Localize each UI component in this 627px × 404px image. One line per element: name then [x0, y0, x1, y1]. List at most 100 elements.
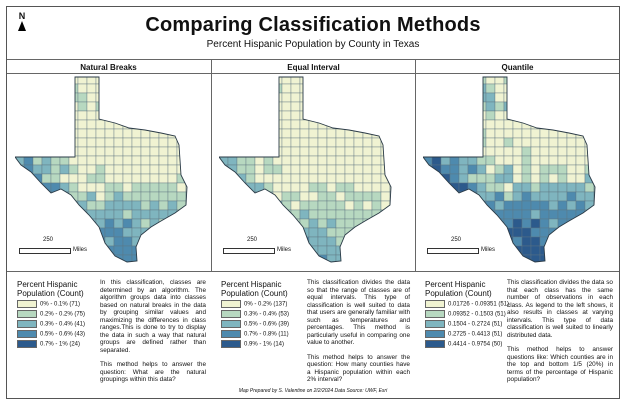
county-shape [317, 146, 328, 157]
county-shape [68, 110, 79, 121]
legend-swatch [221, 340, 241, 348]
county-shape [290, 155, 301, 166]
scale-value: 250 [43, 237, 54, 243]
county-shape [131, 155, 142, 166]
county-shape [494, 137, 505, 148]
county-shape [548, 173, 559, 184]
county-shape [245, 164, 256, 175]
county-shape [113, 245, 124, 256]
county-shape [530, 164, 541, 175]
county-shape [272, 137, 283, 148]
county-shape [158, 164, 169, 175]
county-shape [113, 236, 124, 247]
county-shape [521, 146, 532, 157]
county-shape [335, 227, 346, 238]
county-shape [335, 128, 346, 139]
county-shape [254, 164, 265, 175]
county-shape [335, 191, 346, 202]
panel-title-equal-interval: Equal Interval [287, 63, 340, 72]
legend-item: 0.4414 - 0.9754 (50) [425, 340, 502, 349]
description-quantile: This classification divides the data so … [507, 279, 613, 391]
county-shape [41, 182, 52, 193]
county-shape [371, 155, 382, 166]
county-shape [140, 191, 151, 202]
county-shape [236, 182, 247, 193]
county-shape [362, 173, 373, 184]
county-shape [503, 200, 514, 211]
county-shape [566, 155, 577, 166]
county-shape [68, 173, 79, 184]
county-shape [104, 173, 115, 184]
county-shape [530, 227, 541, 238]
county-shape [344, 182, 355, 193]
county-shape [308, 191, 319, 202]
county-shape [272, 77, 283, 85]
county-shape [158, 173, 169, 184]
county-shape [122, 236, 133, 247]
county-shape [122, 164, 133, 175]
county-shape [575, 164, 586, 175]
county-shape [290, 173, 301, 184]
county-shape [530, 182, 541, 193]
county-shape [308, 200, 319, 211]
county-shape [281, 110, 292, 121]
county-shape [77, 146, 88, 157]
county-shape [539, 137, 550, 148]
description-paragraph: This classification divides the data so … [307, 279, 410, 346]
legend-label: 0.5% - 0.6% (39) [244, 321, 290, 328]
county-shape [41, 164, 52, 175]
county-shape [317, 164, 328, 175]
legend-item: 0.01726 - 0.09351 (51) [425, 300, 509, 309]
county-shape [326, 218, 337, 229]
county-shape [485, 101, 496, 112]
county-shape [245, 191, 256, 202]
county-shape [584, 146, 595, 157]
county-shape [512, 200, 523, 211]
county-shape [272, 146, 283, 157]
county-shape [530, 146, 541, 157]
county-shape [308, 155, 319, 166]
county-shape [290, 137, 301, 148]
county-shape [86, 200, 97, 211]
county-shape [353, 164, 364, 175]
county-shape [77, 182, 88, 193]
county-shape [380, 164, 391, 175]
county-shape [380, 191, 391, 202]
county-shape [521, 245, 532, 256]
county-shape [113, 227, 124, 238]
legend-label: 0.09352 - 0.1503 (51) [448, 311, 506, 318]
county-shape [512, 227, 523, 238]
county-shape [326, 137, 337, 148]
county-shape [272, 182, 283, 193]
county-shape [281, 137, 292, 148]
county-shape [521, 173, 532, 184]
county-shape [317, 155, 328, 166]
county-shape [104, 182, 115, 193]
county-shape [95, 182, 106, 193]
scale-unit: Miles [73, 247, 88, 253]
description-paragraph: This method helps to answer the question… [307, 353, 410, 384]
county-shape [494, 164, 505, 175]
county-shape [290, 92, 301, 103]
legend-swatch [425, 300, 445, 308]
county-shape [95, 83, 106, 94]
county-shape [77, 77, 88, 85]
county-shape [353, 128, 364, 139]
county-shape [344, 218, 355, 229]
county-shape [317, 137, 328, 148]
county-shape [23, 173, 34, 184]
county-shape [530, 128, 541, 139]
county-shape [353, 191, 364, 202]
legend-swatch [17, 310, 37, 318]
county-shape [335, 182, 346, 193]
county-shape [113, 182, 124, 193]
legend-item: 0.7% - 1% (24) [17, 340, 80, 349]
legend-label: 0.5% - 0.6% (43) [40, 331, 86, 338]
legend-swatch [221, 310, 241, 318]
legend-label: 0% - 0.2% (137) [244, 301, 288, 308]
county-shape [131, 191, 142, 202]
description-paragraph: This method helps to answer the question… [100, 361, 206, 383]
county-shape [86, 155, 97, 166]
county-shape [158, 182, 169, 193]
county-shape [521, 191, 532, 202]
